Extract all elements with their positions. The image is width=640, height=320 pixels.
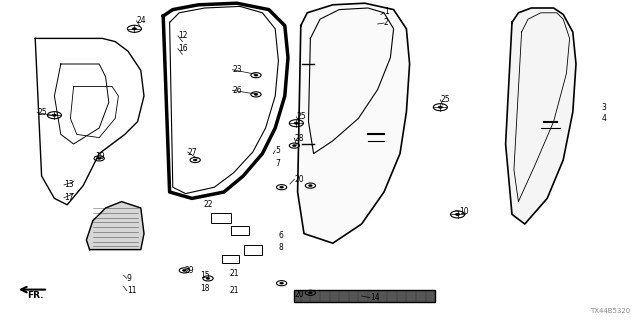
Text: 3: 3 <box>602 103 607 112</box>
Circle shape <box>193 159 197 161</box>
Text: 13: 13 <box>64 180 74 189</box>
Text: TX44B5320: TX44B5320 <box>590 308 630 314</box>
FancyBboxPatch shape <box>244 245 262 255</box>
Text: 5: 5 <box>275 146 280 155</box>
Polygon shape <box>86 202 144 250</box>
Text: 20: 20 <box>294 290 304 299</box>
Text: 21: 21 <box>229 269 239 278</box>
Circle shape <box>438 106 442 108</box>
Text: 20: 20 <box>294 175 304 184</box>
Text: FR.: FR. <box>27 292 44 300</box>
Text: 26: 26 <box>232 86 242 95</box>
Text: 24: 24 <box>136 16 146 25</box>
Circle shape <box>182 269 186 271</box>
Text: 4: 4 <box>602 114 607 123</box>
Text: 23: 23 <box>232 65 242 74</box>
Text: 22: 22 <box>204 200 213 209</box>
Text: 19: 19 <box>95 152 104 161</box>
Text: 10: 10 <box>460 207 469 216</box>
Circle shape <box>206 277 210 279</box>
Circle shape <box>254 93 258 95</box>
Text: 16: 16 <box>178 44 188 53</box>
Text: 14: 14 <box>370 293 380 302</box>
FancyBboxPatch shape <box>231 226 249 235</box>
FancyBboxPatch shape <box>222 255 239 263</box>
Circle shape <box>254 74 258 76</box>
Text: 18: 18 <box>200 284 210 293</box>
Circle shape <box>292 145 296 147</box>
Circle shape <box>280 282 284 284</box>
Polygon shape <box>298 3 410 243</box>
Text: 11: 11 <box>127 286 136 295</box>
Circle shape <box>456 213 460 215</box>
Circle shape <box>52 114 56 116</box>
Text: 9: 9 <box>127 274 132 283</box>
FancyBboxPatch shape <box>211 213 230 223</box>
Text: 1: 1 <box>384 7 388 16</box>
Circle shape <box>280 186 284 188</box>
Circle shape <box>308 185 312 187</box>
Text: 25: 25 <box>296 112 306 121</box>
Text: 12: 12 <box>178 31 188 40</box>
Text: 28: 28 <box>294 134 304 143</box>
Circle shape <box>132 28 136 30</box>
Text: 7: 7 <box>275 159 280 168</box>
Text: 27: 27 <box>188 148 197 156</box>
Circle shape <box>97 157 101 159</box>
Text: 15: 15 <box>200 271 210 280</box>
Text: 25: 25 <box>37 108 47 117</box>
Text: 2: 2 <box>384 18 388 27</box>
Text: 17: 17 <box>64 193 74 202</box>
Text: 25: 25 <box>440 95 450 104</box>
Polygon shape <box>506 8 576 224</box>
FancyBboxPatch shape <box>294 290 435 302</box>
Text: 8: 8 <box>278 244 283 252</box>
Text: 6: 6 <box>278 231 284 240</box>
Circle shape <box>308 292 312 294</box>
Text: 21: 21 <box>229 286 239 295</box>
Circle shape <box>294 122 298 124</box>
Text: 29: 29 <box>184 266 194 275</box>
